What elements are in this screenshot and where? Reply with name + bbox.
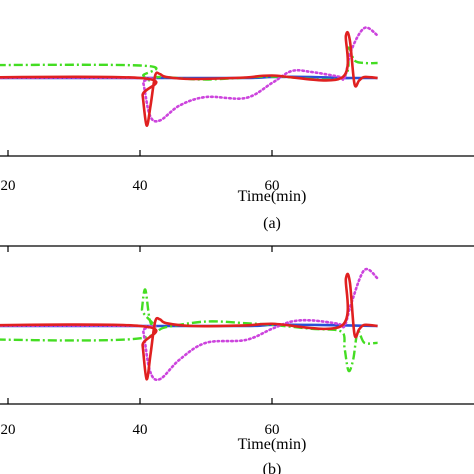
x-tick-label-1: 40: [133, 422, 148, 438]
x-tick-label-1: 40: [133, 178, 148, 194]
x-axis-label-b: Time(min): [238, 436, 307, 453]
series-layer-b: [0, 267, 379, 382]
series-line-1: [0, 46, 378, 82]
chart-panel-a: 20 40 60 Time(min) (a): [0, 26, 474, 232]
series-line-2: [0, 267, 379, 382]
x-axis-label-a: Time(min): [238, 188, 307, 205]
x-tick-label-2: 60: [265, 178, 280, 194]
series-line-3: [0, 30, 378, 127]
series-line-2: [0, 26, 379, 123]
series-line-1: [0, 288, 378, 373]
x-tick-label-0: 20: [1, 422, 16, 438]
panel-label-a: (a): [263, 215, 281, 232]
x-ticks-a: 20 40 60: [1, 150, 280, 194]
series-layer-a: [0, 26, 379, 127]
chart-panel-b: 20 40 60 Time(min) (b): [0, 245, 474, 474]
x-tick-label-2: 60: [265, 422, 280, 438]
x-ticks-b: 20 40 60: [1, 246, 280, 438]
panel-label-b: (b): [263, 461, 282, 474]
series-line-3: [0, 272, 378, 381]
x-tick-label-0: 20: [1, 178, 16, 194]
